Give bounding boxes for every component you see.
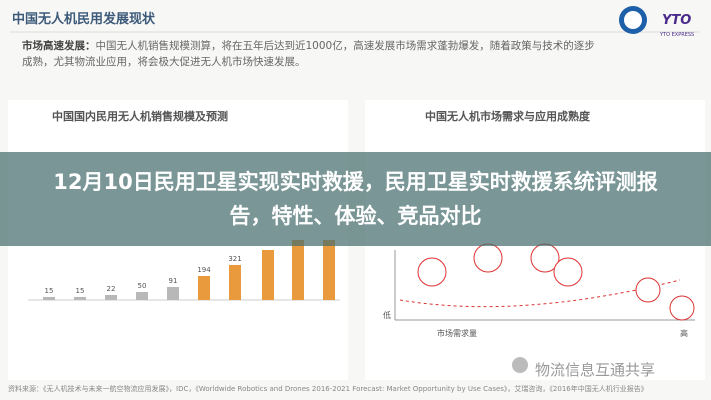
bar xyxy=(105,295,117,300)
bar-label: 194 xyxy=(197,266,211,274)
x-axis-label: 市场需求量 xyxy=(437,328,477,338)
bar xyxy=(167,287,179,300)
banner-title: 12月10日民用卫星实现实时救援，民用卫星实时救援系统评测报告，特性、体验、竞品… xyxy=(53,170,658,228)
bar-label: 15 xyxy=(76,287,85,295)
y-low-label: 低 xyxy=(383,310,391,320)
bar xyxy=(43,297,55,300)
header-title: 中国无人机民用发展现状 xyxy=(12,12,156,27)
intro-label: 市场高速发展： xyxy=(22,40,96,52)
bar-label: 50 xyxy=(138,282,147,290)
bar-label: 91 xyxy=(169,277,178,285)
intro: 市场高速发展：中国无人机销售规模测算，将在五年后达到近1000亿，高速发展市场需… xyxy=(22,38,602,70)
bar-label: 15 xyxy=(45,287,54,295)
footer-source: 资料来源：《无人机技术与未来一航空物流应用发展》，IDC，《Worldwide … xyxy=(8,385,648,393)
bar xyxy=(229,265,241,300)
x-high-label: 高 xyxy=(680,328,688,338)
logo-text: YTO xyxy=(662,13,691,28)
right-chart-title: 中国无人机市场需求与应用成熟度 xyxy=(425,110,590,123)
bar-label: 22 xyxy=(107,285,116,293)
bar xyxy=(136,292,148,300)
bar xyxy=(198,276,210,300)
banner: 12月10日民用卫星实现实时救援，民用卫星实时救援系统评测报告，特性、体验、竞品… xyxy=(0,152,711,246)
bar xyxy=(74,297,86,300)
watermark: 物流信息互通共享 xyxy=(535,361,656,379)
bar-label: 321 xyxy=(228,255,241,263)
logo-subtext: YTO EXPRESS xyxy=(659,32,694,38)
intro-text: 中国无人机销售规模测算，将在五年后达到近1000亿，高速发展市场需求蓬勃爆发，随… xyxy=(22,40,595,68)
left-chart-title: 中国国内民用无人机销售规模及预测 xyxy=(52,110,228,123)
